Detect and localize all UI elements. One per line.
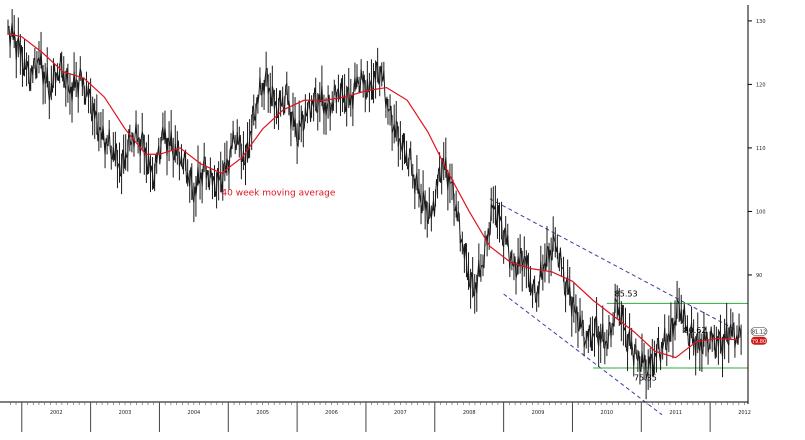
moving-average-value-label: 79.80 xyxy=(752,339,766,345)
price-level-label: 75.35 xyxy=(634,373,657,382)
channel-line-lower xyxy=(503,293,663,416)
x-tick-label: 2006 xyxy=(325,410,338,416)
x-tick-label: 2002 xyxy=(50,410,63,416)
price-line xyxy=(7,22,742,380)
x-tick-label: 2007 xyxy=(394,410,407,416)
price-level-label: 85.53 xyxy=(615,290,638,299)
y-tick-label: 120 xyxy=(756,82,766,88)
x-tick-label: 2008 xyxy=(463,410,476,416)
y-tick-label: 130 xyxy=(756,19,766,25)
x-tick-label: 2004 xyxy=(187,410,200,416)
moving-average-label: 40 week moving average xyxy=(221,189,336,199)
x-tick-label: 2005 xyxy=(256,410,269,416)
x-tick-label: 2011 xyxy=(669,410,682,416)
last-price-badge xyxy=(750,327,768,336)
x-tick-label: 2003 xyxy=(119,410,132,416)
last-price-label: 81.12 xyxy=(752,329,766,335)
x-tick-label: 2012 xyxy=(738,410,751,416)
y-tick-label: 90 xyxy=(756,273,762,279)
x-tick-label: 2009 xyxy=(532,410,545,416)
moving-average-badge xyxy=(751,336,767,345)
y-tick-label: 110 xyxy=(756,146,766,152)
price-level-label: 80.62 xyxy=(684,326,707,335)
y-tick-label: 100 xyxy=(756,209,766,215)
moving-average-line xyxy=(7,32,738,359)
x-tick-label: 2010 xyxy=(601,410,614,416)
